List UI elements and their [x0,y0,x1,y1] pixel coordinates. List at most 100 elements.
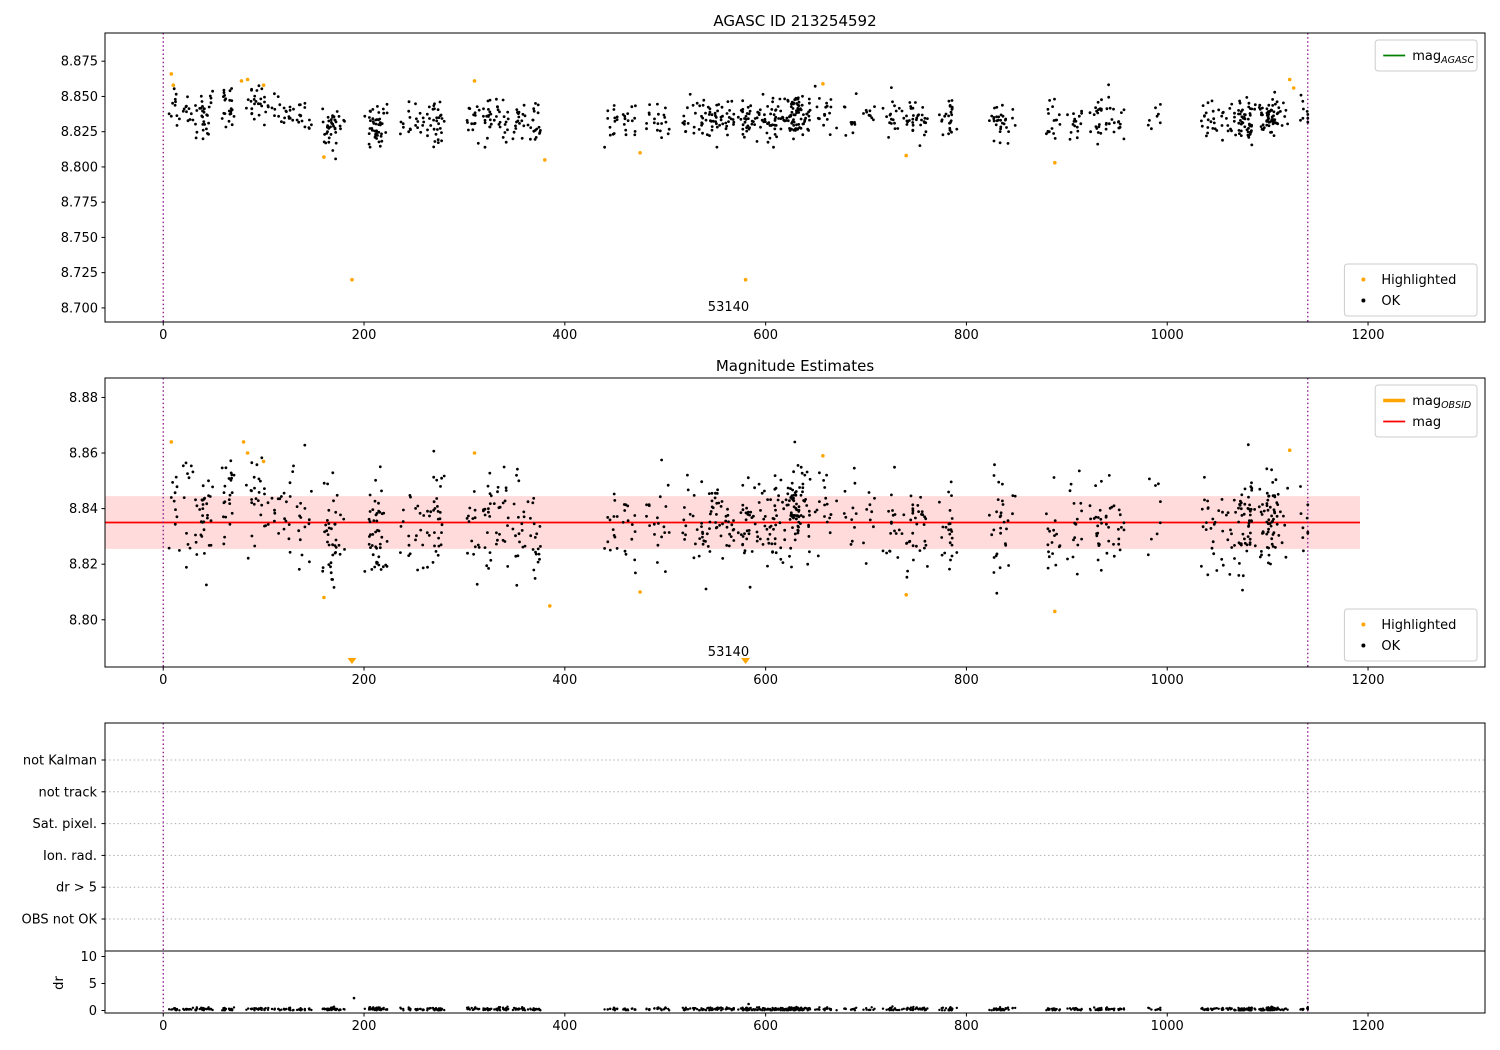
ok-point [919,495,922,499]
ok-point [538,525,542,528]
clipped-below-marker [347,658,357,664]
ok-point [789,487,792,490]
dr-point [270,1007,274,1011]
ok-point [706,105,710,109]
ok-point [920,113,924,117]
dr-point [277,1007,280,1011]
ok-point [263,95,266,99]
ok-point [829,513,833,516]
ok-point [1117,508,1121,512]
ok-point [1105,551,1109,555]
ok-point [633,133,637,137]
ok-point [539,545,542,548]
dr-point [1269,1006,1273,1009]
ok-point [514,124,517,128]
ok-point [1210,99,1214,103]
ok-point [789,105,793,108]
dr-point [1001,1007,1004,1011]
dr-point [422,1008,425,1011]
ok-point [194,498,197,502]
ok-point [779,557,783,561]
ok-point [245,106,248,110]
dr-point [250,1007,253,1011]
ok-point [1154,484,1157,487]
ok-point [1265,504,1269,507]
ok-point [783,538,787,542]
ok-point [536,103,540,107]
ok-point [438,511,442,514]
ok-point [504,489,508,492]
dr-point [947,1008,951,1011]
ok-point [688,512,692,516]
ok-point [745,537,749,541]
ok-point [1013,124,1017,127]
ok-point [660,458,663,462]
x-tick-label: 0 [159,328,167,343]
ok-point [492,502,496,505]
ok-point [432,500,436,504]
dr-point [1045,1009,1048,1012]
ok-point [1122,108,1126,112]
dr-point [889,1006,892,1010]
dr-point [862,1008,865,1011]
dr-point [419,1007,422,1011]
ok-point [468,506,472,510]
ok-point [710,491,714,495]
ok-point [808,118,811,122]
ok-point [1270,542,1274,546]
ok-point [250,107,254,111]
ok-point [948,541,952,545]
ok-point [756,535,760,539]
ok-point [774,109,777,112]
ok-point [911,511,915,515]
ok-point [252,475,256,479]
ok-point [704,111,707,115]
ok-point [708,527,711,530]
ok-point [1229,528,1232,532]
ok-point [681,531,685,535]
ok-point [782,118,786,122]
ok-point [264,110,268,114]
ok-point [427,105,431,109]
ok-point [416,120,420,123]
ok-point [380,122,384,125]
ok-point [656,543,660,547]
highlighted-point [241,440,246,444]
ok-point [760,491,764,495]
ok-point [921,106,925,109]
ok-point [332,499,335,503]
ok-point [211,485,215,489]
highlighted-point [245,77,250,82]
dr-point [1222,1008,1225,1011]
ok-point [428,117,431,120]
ok-point [1051,552,1054,555]
ok-point [741,110,744,114]
ok-point [1265,119,1269,123]
highlighted-point [1287,77,1292,82]
ok-point [297,529,301,533]
ok-point [1284,108,1288,112]
y-tick-label: 8.80 [69,613,98,628]
ok-point [1072,112,1075,115]
ok-point [804,498,807,501]
ok-point [1112,130,1116,134]
ok-point [287,523,291,526]
ok-point [721,122,725,126]
ok-point [792,514,795,517]
ok-point [1001,499,1004,503]
ok-point [824,105,828,109]
ok-point [828,111,831,115]
ok-point [1250,488,1254,492]
ok-point [805,470,809,474]
ok-point [938,500,941,504]
ok-point [1120,526,1123,529]
ok-point [805,112,809,116]
ok-point [518,540,521,544]
ok-point [771,550,774,554]
ok-point [435,119,439,123]
ok-point [778,97,782,101]
ok-point [533,577,537,580]
ok-point [707,492,711,495]
ok-point [266,501,270,505]
x-tick-label: 1000 [1151,328,1184,343]
